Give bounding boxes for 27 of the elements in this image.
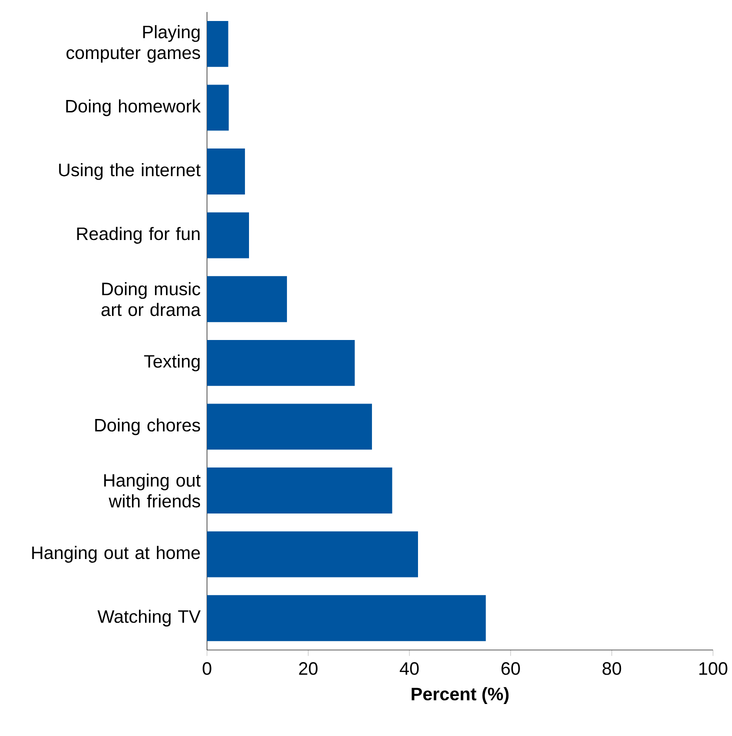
y-tick-label: Reading for fun <box>77 226 200 244</box>
bar <box>207 84 229 131</box>
bar <box>207 468 392 514</box>
y-tick-label: Doing chores <box>95 418 200 436</box>
y-tick-label: Playing computer games <box>66 25 200 63</box>
x-axis-title: Percent (%) <box>412 687 509 704</box>
x-tick-label: 20 <box>299 662 318 675</box>
y-tick-label: Texting <box>144 354 200 372</box>
x-tick-label: 80 <box>602 662 622 675</box>
bar <box>207 276 287 322</box>
y-tick-label: Using the internet <box>59 163 201 180</box>
x-tick-label: 40 <box>400 662 419 675</box>
y-tick-label: Watching TV <box>98 610 201 626</box>
y-tick-label: Hanging out with friends <box>104 474 201 508</box>
bar <box>207 404 372 450</box>
y-tick-label: Doing homework <box>66 99 201 116</box>
x-tick-label: 0 <box>202 662 212 675</box>
bar <box>207 20 228 67</box>
bar <box>207 340 355 386</box>
x-tick-label: 60 <box>502 662 520 675</box>
y-tick-label: Hanging out at home <box>32 546 200 563</box>
y-tick-label: Doing music art or drama <box>102 282 201 316</box>
bar <box>207 595 486 642</box>
bar <box>207 212 249 258</box>
bar <box>207 531 418 578</box>
x-tick-label: 100 <box>699 662 728 675</box>
bar <box>207 148 245 194</box>
